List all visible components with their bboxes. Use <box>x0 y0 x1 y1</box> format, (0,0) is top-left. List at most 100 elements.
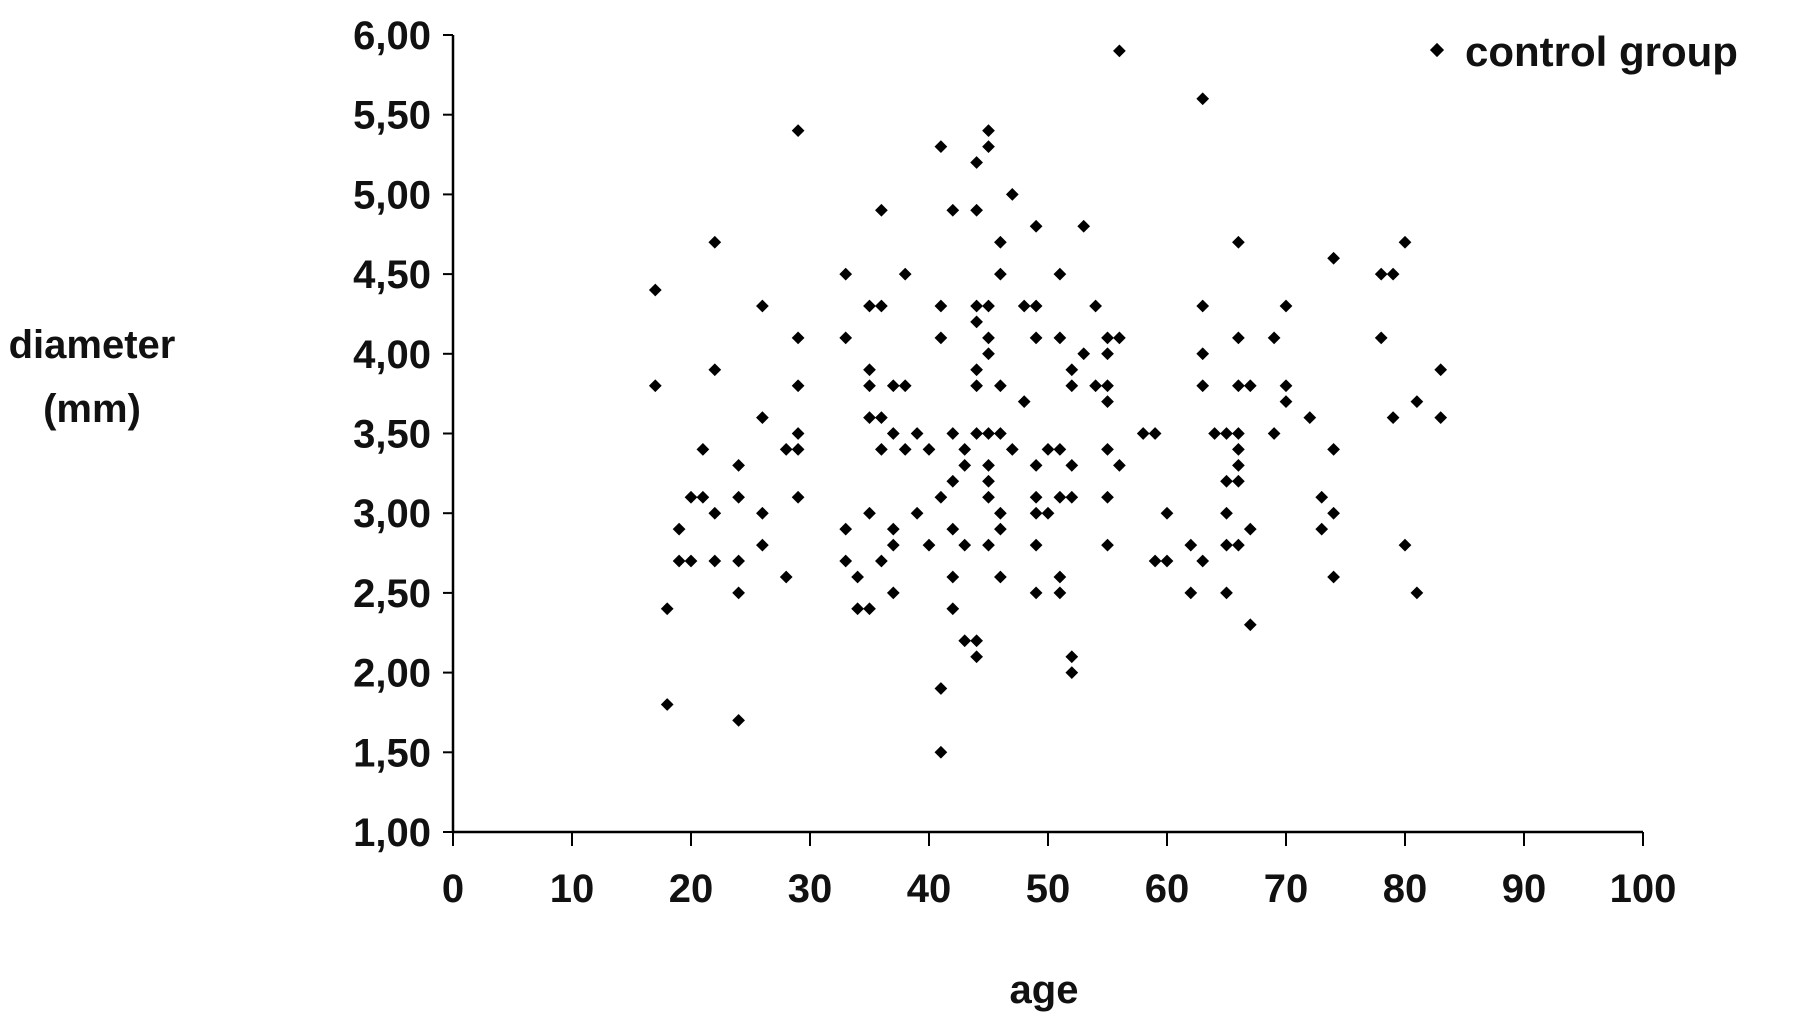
data-point <box>898 379 912 393</box>
data-point <box>982 124 995 137</box>
data-point <box>994 522 1007 536</box>
data-point <box>1374 267 1388 281</box>
data-point <box>1113 331 1126 345</box>
x-tick-label: 0 <box>442 867 464 911</box>
data-point <box>839 554 853 568</box>
y-axis-title-line-1: diameter <box>9 323 176 367</box>
data-point <box>1410 586 1424 600</box>
data-point <box>1232 427 1245 440</box>
data-point <box>1184 586 1198 600</box>
data-point <box>934 745 948 759</box>
data-point <box>886 427 900 440</box>
data-point <box>863 363 876 377</box>
data-point <box>1208 427 1221 440</box>
data-point <box>1113 459 1126 472</box>
data-point <box>1220 586 1233 600</box>
data-point <box>1065 459 1079 472</box>
data-point <box>1184 538 1198 552</box>
data-point <box>708 363 722 377</box>
y-tick-label: 4,00 <box>353 333 431 377</box>
legend: control group <box>1429 28 1738 75</box>
data-point <box>1041 443 1055 456</box>
x-tick-label: 70 <box>1264 867 1309 911</box>
x-tick-label: 60 <box>1145 867 1190 911</box>
x-tick-label: 10 <box>550 867 595 911</box>
data-point <box>851 570 864 584</box>
data-point <box>1089 379 1102 393</box>
data-point <box>839 522 853 536</box>
data-point <box>994 427 1007 440</box>
data-point <box>1243 618 1257 632</box>
data-points <box>648 44 1448 759</box>
data-point <box>1017 395 1031 408</box>
data-point <box>970 634 983 648</box>
data-point <box>1017 299 1031 313</box>
data-point <box>958 538 972 552</box>
y-axis-title-line-2: (mm) <box>43 387 141 431</box>
data-point <box>934 682 948 695</box>
data-point <box>660 602 674 616</box>
data-point <box>1243 522 1257 536</box>
data-point <box>1327 251 1340 265</box>
y-tick-label: 1,50 <box>353 731 431 775</box>
data-point <box>1101 538 1114 552</box>
data-point <box>1053 443 1067 456</box>
data-point <box>1101 490 1114 504</box>
data-point <box>982 140 995 153</box>
x-tick-label: 100 <box>1610 867 1677 911</box>
legend-label: control group <box>1465 28 1738 75</box>
data-point <box>708 506 722 520</box>
y-tick-label: 5,50 <box>353 94 431 138</box>
data-point <box>946 522 960 536</box>
data-point <box>660 698 674 711</box>
data-point <box>982 347 995 361</box>
data-point <box>970 650 983 664</box>
data-point <box>1315 522 1329 536</box>
data-point <box>1029 586 1043 600</box>
data-point <box>934 490 948 504</box>
data-point <box>1398 538 1412 552</box>
y-tick-label: 3,00 <box>353 492 431 536</box>
data-point <box>791 443 805 456</box>
data-point <box>1232 331 1245 345</box>
data-point <box>791 379 805 393</box>
data-point <box>1327 443 1340 456</box>
x-tick-label: 90 <box>1502 867 1547 911</box>
data-point <box>1053 586 1067 600</box>
data-point <box>970 363 983 377</box>
data-point <box>970 379 983 393</box>
data-point <box>1220 427 1233 440</box>
data-point <box>958 459 972 472</box>
data-point <box>1101 331 1114 345</box>
data-point <box>1077 219 1091 233</box>
data-point <box>1196 379 1210 393</box>
data-point <box>982 427 995 440</box>
data-point <box>970 427 983 440</box>
data-point <box>791 490 805 504</box>
data-point <box>1101 443 1114 456</box>
data-point <box>1053 570 1067 584</box>
data-point <box>1220 474 1233 488</box>
data-point <box>1327 570 1340 584</box>
data-point <box>1148 427 1162 440</box>
y-tick-label: 1,00 <box>353 811 431 855</box>
data-point <box>994 379 1007 393</box>
data-point <box>1232 235 1245 249</box>
data-point <box>648 283 662 297</box>
data-point <box>1232 379 1245 393</box>
data-point <box>1232 474 1245 488</box>
data-point <box>684 490 698 504</box>
data-point <box>1196 554 1210 568</box>
data-point <box>982 474 995 488</box>
data-point <box>863 506 876 520</box>
data-point <box>982 331 995 345</box>
data-point <box>732 586 745 600</box>
y-axis-title: diameter (mm) <box>9 323 176 431</box>
data-point <box>756 538 769 552</box>
data-point <box>779 443 793 456</box>
data-point <box>1101 395 1114 408</box>
data-point <box>1386 267 1400 281</box>
data-point <box>994 235 1007 249</box>
data-point <box>922 538 936 552</box>
data-point <box>982 490 995 504</box>
